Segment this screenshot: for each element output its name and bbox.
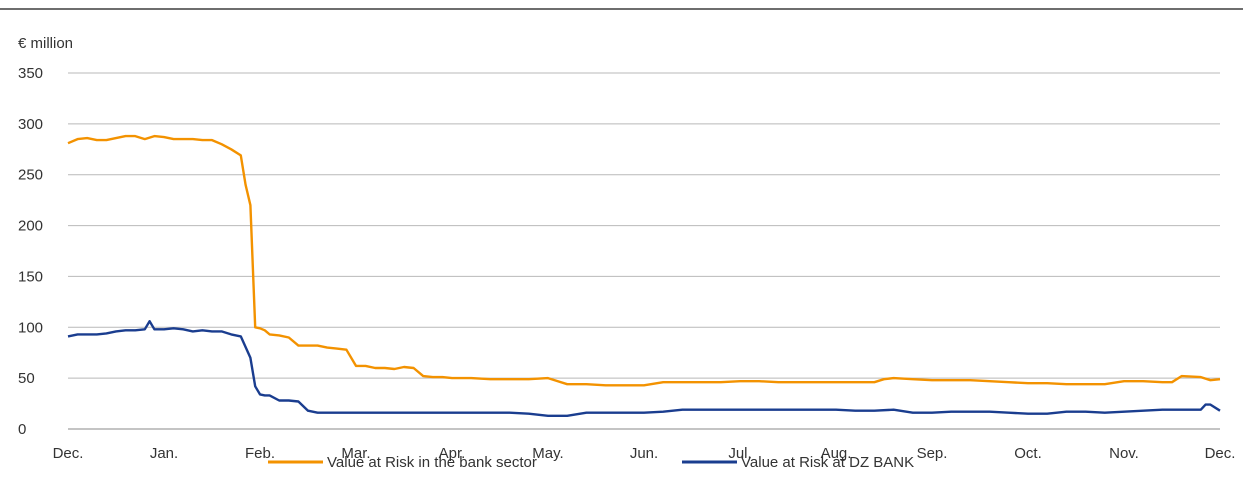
unit-label: € million	[18, 35, 73, 52]
legend-label-bank-sector: Value at Risk in the bank sector	[327, 454, 537, 471]
series-line-bank-sector	[67, 134, 1221, 387]
y-tick-label: 100	[18, 319, 43, 336]
x-tick-label: Jun.	[630, 445, 658, 462]
y-axis-labels: 0 50 100 150 200 250 300 350	[18, 65, 43, 438]
x-tick-label: Dec.	[53, 445, 84, 462]
y-tick-label: 300	[18, 116, 43, 133]
x-tick-label: Oct.	[1014, 445, 1042, 462]
x-tick-label: Sep.	[917, 445, 948, 462]
y-tick-label: 0	[18, 421, 26, 438]
y-tick-label: 250	[18, 167, 43, 184]
series-lines	[67, 134, 1221, 417]
x-tick-label: Mar.	[341, 445, 370, 462]
y-tick-label: 350	[18, 65, 43, 82]
x-tick-label: Jul.	[728, 445, 751, 462]
x-tick-label: Jan.	[150, 445, 178, 462]
y-tick-label: 150	[18, 268, 43, 285]
legend: Value at Risk in the bank sector Value a…	[268, 454, 914, 471]
grid	[68, 72, 1220, 430]
x-tick-label: Feb.	[245, 445, 275, 462]
x-tick-label: Nov.	[1109, 445, 1139, 462]
series-line-dz-bank	[67, 320, 1221, 417]
y-tick-label: 50	[18, 370, 35, 387]
x-tick-label: May.	[532, 445, 563, 462]
x-tick-label: Apr.	[439, 445, 466, 462]
legend-label-dz-bank: Value at Risk at DZ BANK	[741, 454, 914, 471]
x-tick-label: Aug.	[821, 445, 852, 462]
x-tick-label: Dec.	[1205, 445, 1236, 462]
y-tick-label: 200	[18, 218, 43, 235]
x-axis-labels: Dec. Jan. Feb. Mar. Apr. May. Jun. Jul. Aug. Sep.…	[53, 445, 1236, 462]
